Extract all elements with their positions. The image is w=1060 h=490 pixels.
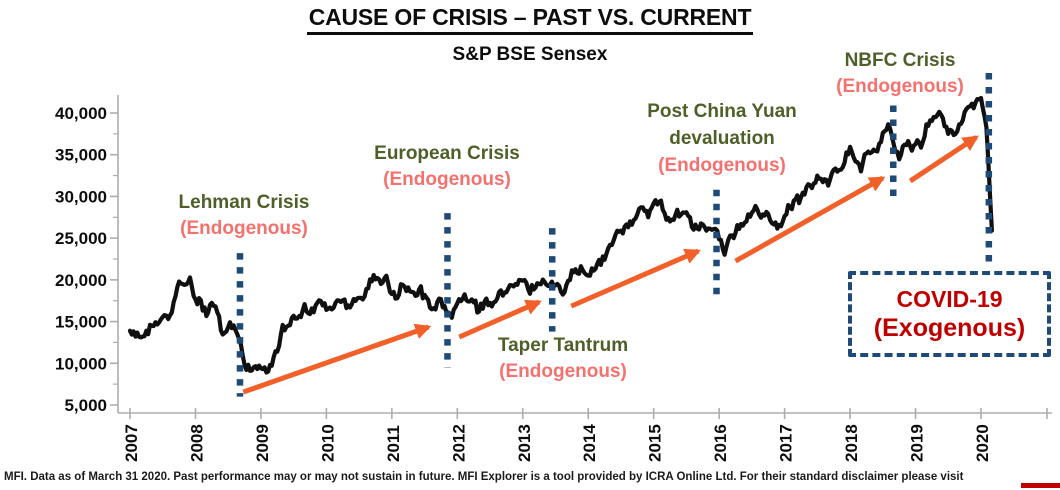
page-title-text: CAUSE OF CRISIS – PAST VS. CURRENT [306,4,754,35]
y-tick-label: 5,000 [64,396,107,415]
recovery-arrow-1 [242,323,432,395]
annotation-european-crisis: European Crisis (Endogenous) [374,141,520,193]
y-tick-label: 25,000 [55,229,107,248]
european-endogenous-label: (Endogenous) [383,169,511,190]
footer-red-link-snippet [1021,483,1060,488]
recovery-arrow-4 [734,175,886,264]
x-tick-label: 2020 [973,424,992,462]
x-tick-label: 2011 [384,425,403,462]
lehman-crisis-label: Lehman Crisis [178,192,310,213]
y-tick-label: 10,000 [55,354,107,373]
china-yuan-label-line2: devaluation [669,128,775,149]
x-tick-label: 2010 [318,424,337,462]
x-tick-label: 2013 [515,424,534,462]
y-tick-label: 35,000 [55,146,107,165]
x-tick-label: 2018 [842,424,861,462]
china-endogenous-label: (Endogenous) [658,155,786,176]
nbfc-endogenous-label: (Endogenous) [836,76,964,97]
china-yuan-label-line1: Post China Yuan [647,101,797,122]
footer-disclaimer: MFI. Data as of March 31 2020. Past perf… [4,471,964,483]
recovery-arrow-3 [570,248,701,309]
sensex-series-line [127,95,994,375]
x-tick-label: 2016 [711,424,730,462]
y-tick-label: 30,000 [55,187,107,206]
x-tick-label: 2015 [646,424,665,462]
x-tick-label: 2007 [122,424,141,462]
chart-title: S&P BSE Sensex [452,44,608,65]
lehman-endogenous-label: (Endogenous) [180,218,308,239]
x-tick-label: 2017 [777,424,796,462]
x-tick-label: 2008 [187,424,206,462]
taper-tantrum-label: Taper Tantrum [497,335,629,356]
y-tick-label: 15,000 [55,313,107,332]
covid-exogenous-label: (Exogenous) [873,314,1026,342]
y-tick-label: 20,000 [55,271,107,290]
annotation-china-yuan: Post China Yuan devaluation (Endogenous) [647,98,797,179]
nbfc-crisis-label: NBFC Crisis [844,50,956,71]
annotation-taper-tantrum: Taper Tantrum (Endogenous) [498,333,628,385]
x-tick-label: 2019 [908,424,927,462]
european-crisis-label: European Crisis [374,143,520,164]
covid-callout-box: COVID-19 (Exogenous) [848,271,1051,357]
x-tick-label: 2009 [253,424,272,462]
annotation-nbfc-crisis: NBFC Crisis (Endogenous) [836,48,964,100]
covid-label: COVID-19 [896,286,1003,312]
x-tick-label: 2014 [580,424,599,462]
page-title: CAUSE OF CRISIS – PAST VS. CURRENT [0,4,1060,35]
y-tick-label: 40,000 [55,104,107,123]
x-tick-label: 2012 [449,424,468,462]
recovery-arrow-5 [908,135,979,184]
annotation-lehman-crisis: Lehman Crisis (Endogenous) [179,190,310,242]
taper-endogenous-label: (Endogenous) [499,361,627,382]
recovery-arrow-2 [458,299,542,340]
